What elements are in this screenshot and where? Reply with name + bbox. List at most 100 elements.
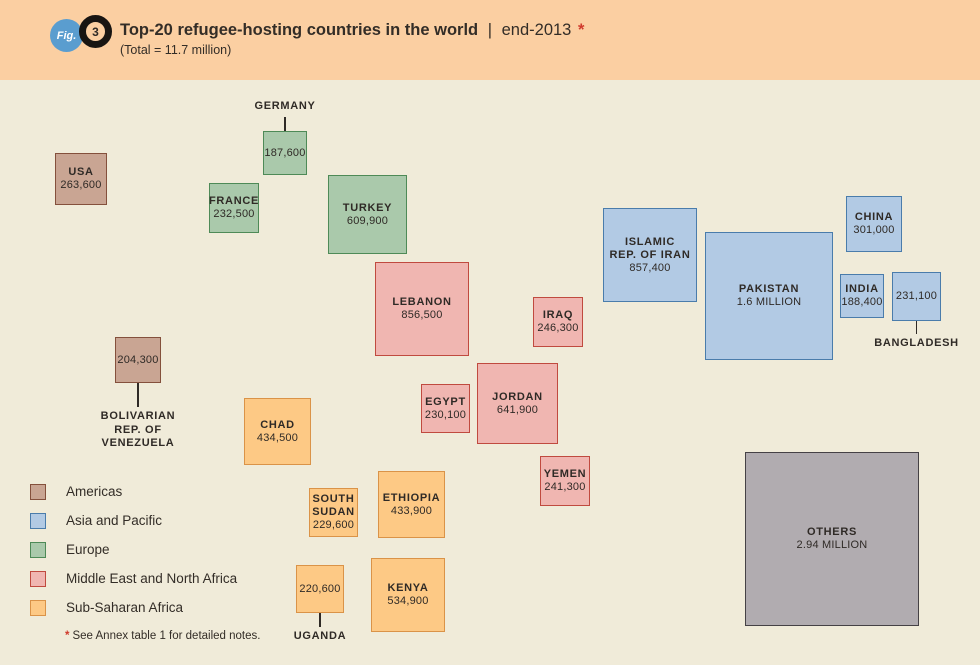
country-name: USA <box>68 166 94 178</box>
africa-swatch <box>30 599 46 616</box>
country-value: 301,000 <box>853 224 895 236</box>
country-square-turkey: TURKEY 609,900 <box>328 175 407 254</box>
country-name: UGANDA <box>293 630 347 642</box>
country-square-usa: USA 263,600 <box>55 153 107 205</box>
country-square-china: CHINA 301,000 <box>846 196 902 252</box>
country-value: 220,600 <box>299 582 341 595</box>
country-square-bolivarian-rep-of-venezuela: 204,300 <box>115 337 161 383</box>
country-square-uganda: 220,600 <box>296 565 344 613</box>
square-content-yemen: YEMEN 241,300 <box>544 468 587 494</box>
figure-subtitle: (Total = 11.7 million) <box>120 43 232 57</box>
country-name: PAKISTAN <box>738 283 800 295</box>
legend-label-mena: Middle East and North Africa <box>66 571 238 586</box>
square-content-chad: CHAD 434,500 <box>257 419 298 445</box>
country-value: 232,500 <box>213 208 255 220</box>
square-content-kenya: KENYA 534,900 <box>387 582 428 608</box>
country-value: 609,900 <box>346 214 389 227</box>
square-content-turkey: TURKEY 609,900 <box>343 202 392 228</box>
country-value: 433,900 <box>390 504 433 517</box>
footnote-text: See Annex table 1 for detailed notes. <box>72 630 261 642</box>
country-value: 229,600 <box>312 519 355 531</box>
square-content-uganda: 220,600 <box>299 583 340 596</box>
country-square-india: INDIA 188,400 <box>840 274 884 318</box>
square-content-germany: 187,600 <box>264 147 305 160</box>
country-value: 434,500 <box>256 431 299 444</box>
fig-number-ring: 3 <box>79 15 112 48</box>
country-name: VENEZUELA <box>101 437 175 449</box>
legend-item-europe: Europe <box>30 535 237 564</box>
country-value: 231,100 <box>895 290 938 302</box>
square-content-pakistan: PAKISTAN 1.6 MILLION <box>737 283 802 309</box>
square-content-china: CHINA 301,000 <box>853 211 894 237</box>
figure-title-period: end-2013 <box>501 21 572 39</box>
country-square-germany: 187,600 <box>263 131 307 175</box>
country-name: BOLIVARIAN <box>100 410 176 422</box>
asia-swatch <box>30 512 46 529</box>
country-square-lebanon: LEBANON 856,500 <box>375 262 469 356</box>
country-value: 241,300 <box>544 481 586 493</box>
title-block: Top-20 refugee-hosting countries in the … <box>120 20 584 57</box>
figure-title-main: Top-20 refugee-hosting countries in the … <box>120 21 479 39</box>
title-asterisk: * <box>577 21 585 39</box>
country-value: 641,900 <box>496 403 539 416</box>
fig-number: 3 <box>92 24 99 39</box>
country-square-south-sudan: SOUTH SUDAN 229,600 <box>309 488 358 537</box>
square-content-lebanon: LEBANON 856,500 <box>392 296 451 322</box>
legend-item-africa: Sub-Saharan Africa <box>30 593 237 622</box>
country-name: JORDAN <box>492 390 543 403</box>
country-name: OTHERS <box>806 526 858 538</box>
country-value: 230,100 <box>424 408 467 421</box>
country-label-bangladesh: BANGLADESH <box>837 337 980 351</box>
country-value: 856,500 <box>401 309 443 321</box>
title-divider: | <box>487 21 493 39</box>
country-value: 263,600 <box>60 179 102 191</box>
country-value: 1.6 MILLION <box>736 296 802 308</box>
figure-header: Fig. 3 Top-20 refugee-hosting countries … <box>0 0 980 80</box>
country-name: EGYPT <box>425 395 466 408</box>
country-name: SUDAN <box>312 506 355 518</box>
mena-swatch <box>30 570 46 587</box>
legend-label-americas: Americas <box>66 484 123 499</box>
country-square-islamic-rep-of-iran: ISLAMIC REP. OF IRAN 857,400 <box>603 208 697 302</box>
country-name: REP. OF <box>114 423 162 436</box>
country-name: TURKEY <box>342 201 393 214</box>
country-name: YEMEN <box>543 468 587 480</box>
country-value: 534,900 <box>387 595 429 607</box>
country-square-bangladesh: 231,100 <box>892 272 941 321</box>
country-name: ETHIOPIA <box>382 491 441 504</box>
square-content-india: INDIA 188,400 <box>841 283 882 309</box>
country-name: CHINA <box>854 211 894 223</box>
country-value: 188,400 <box>841 296 883 308</box>
country-value: 857,400 <box>629 261 671 274</box>
legend-label-asia: Asia and Pacific <box>66 513 163 528</box>
label-connector-uganda <box>319 613 321 627</box>
country-value: 204,300 <box>117 353 159 366</box>
label-connector-germany <box>284 117 286 131</box>
europe-swatch <box>30 541 46 558</box>
country-square-ethiopia: ETHIOPIA 433,900 <box>378 471 445 538</box>
americas-swatch <box>30 483 46 500</box>
country-name: KENYA <box>387 582 429 594</box>
square-content-bolivarian-rep-of-venezuela: 204,300 <box>117 354 158 367</box>
country-label-germany: GERMANY <box>205 100 365 114</box>
square-content-egypt: EGYPT 230,100 <box>425 396 466 422</box>
country-name: ISLAMIC <box>624 235 676 248</box>
fig-badge: Fig. <box>50 19 83 52</box>
country-name: REP. OF IRAN <box>609 248 691 261</box>
country-square-jordan: JORDAN 641,900 <box>477 363 558 444</box>
square-content-islamic-rep-of-iran: ISLAMIC REP. OF IRAN 857,400 <box>610 236 691 275</box>
country-name: BANGLADESH <box>874 337 959 349</box>
legend-item-asia: Asia and Pacific <box>30 506 237 535</box>
footnote-asterisk: * <box>65 630 70 642</box>
country-name: FRANCE <box>208 195 260 207</box>
country-square-kenya: KENYA 534,900 <box>371 558 445 632</box>
country-name: IRAQ <box>542 309 574 321</box>
country-label-uganda: UGANDA <box>240 630 400 644</box>
square-content-south-sudan: SOUTH SUDAN 229,600 <box>312 493 355 532</box>
country-square-egypt: EGYPT 230,100 <box>421 384 470 433</box>
country-square-iraq: IRAQ 246,300 <box>533 297 583 347</box>
square-content-bangladesh: 231,100 <box>896 290 937 303</box>
country-name: SOUTH <box>312 493 355 505</box>
legend: Americas Asia and Pacific Europe Middle Eas… <box>30 477 237 622</box>
